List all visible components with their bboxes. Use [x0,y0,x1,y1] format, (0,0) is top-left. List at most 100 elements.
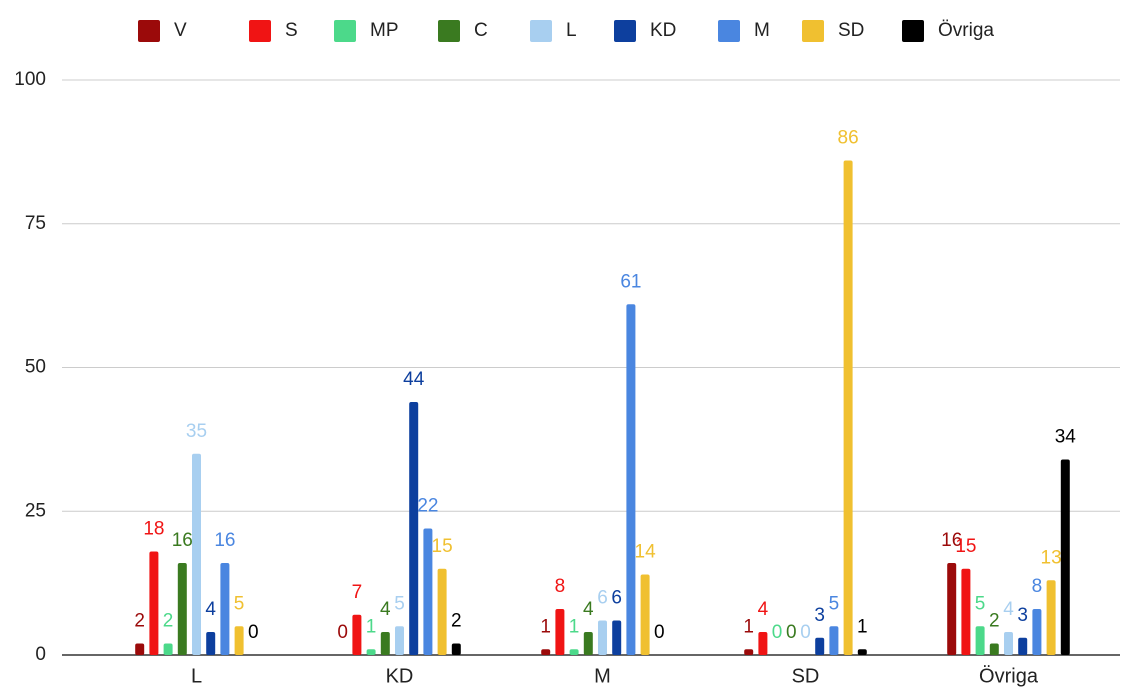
value-label: 5 [829,593,840,614]
value-label: 3 [814,605,825,626]
legend-label: KD [650,20,676,41]
bar [451,643,461,655]
legend-swatch [334,20,356,42]
bar [163,643,173,655]
bar [640,574,650,655]
value-label: 15 [955,536,976,557]
bar [437,568,447,655]
bar [857,649,867,655]
bar [583,632,593,655]
bar [423,528,433,655]
bar [409,402,419,655]
legend-label: MP [370,20,399,41]
x-tick-label: L [191,665,202,687]
bar [395,626,404,655]
bar [1018,637,1028,655]
value-label: 86 [838,128,859,149]
legend-label: SD [838,20,864,41]
value-label: 4 [1003,599,1014,620]
bar [961,568,971,655]
value-label: 1 [743,616,754,637]
legend-swatch [902,20,924,42]
bar [989,643,999,655]
y-tick-label: 0 [35,644,46,665]
bar [555,609,565,655]
value-label: 0 [800,622,811,643]
value-label: 4 [583,599,594,620]
x-tick-label: SD [792,665,820,687]
y-tick-label: 25 [25,500,46,521]
value-label: 1 [857,616,868,637]
bar [626,304,636,655]
bar [135,643,145,655]
value-label: 7 [352,582,363,603]
legend-label: C [474,20,488,41]
y-tick-label: 75 [25,213,46,234]
bar [1004,632,1013,655]
value-label: 5 [234,593,245,614]
bar [1032,609,1042,655]
value-label: 22 [417,496,438,517]
value-label: 1 [569,616,580,637]
value-label: 61 [620,271,641,292]
value-label: 8 [1032,576,1043,597]
x-tick-label: KD [386,665,414,687]
bar [220,563,230,655]
bar [1046,580,1056,655]
bar [598,620,607,655]
value-label: 0 [248,622,259,643]
bar [569,649,579,655]
value-label: 6 [611,588,622,609]
value-label: 2 [989,611,1000,632]
value-label: 1 [366,616,377,637]
y-tick-label: 100 [14,69,46,90]
bar [1060,459,1070,655]
value-label: 2 [451,611,462,632]
bar [541,649,551,655]
bar [380,632,390,655]
value-label: 0 [337,622,348,643]
bar [149,551,159,655]
value-label: 14 [635,542,657,563]
x-tick-label: M [594,665,611,687]
bar [758,632,768,655]
y-tick-label: 50 [25,357,46,378]
bar [947,563,957,655]
value-label: 35 [186,421,207,442]
value-label: 16 [214,530,235,551]
legend-label: S [285,20,298,41]
value-label: 16 [941,530,962,551]
legend-label: Övriga [938,20,994,41]
legend-swatch [249,20,271,42]
legend-label: V [174,20,187,41]
value-label: 4 [205,599,216,620]
value-label: 0 [772,622,783,643]
value-label: 0 [786,622,797,643]
value-label: 34 [1055,427,1077,448]
bar [192,453,201,655]
bar [234,626,244,655]
legend-label: M [754,20,770,41]
x-tick-label: Övriga [979,665,1039,687]
value-label: 4 [380,599,391,620]
value-label: 44 [403,369,425,390]
bar [177,563,187,655]
legend-swatch [614,20,636,42]
legend-swatch [718,20,740,42]
bar [815,637,825,655]
value-label: 5 [975,593,986,614]
legend-swatch [530,20,552,42]
value-label: 8 [555,576,566,597]
bar [829,626,839,655]
value-label: 6 [597,588,608,609]
value-label: 5 [394,593,405,614]
legend-swatch [802,20,824,42]
legend-label: L [566,20,577,41]
value-label: 3 [1017,605,1028,626]
bar [975,626,985,655]
value-label: 1 [540,616,551,637]
value-label: 15 [432,536,453,557]
bar [366,649,376,655]
value-label: 16 [172,530,193,551]
